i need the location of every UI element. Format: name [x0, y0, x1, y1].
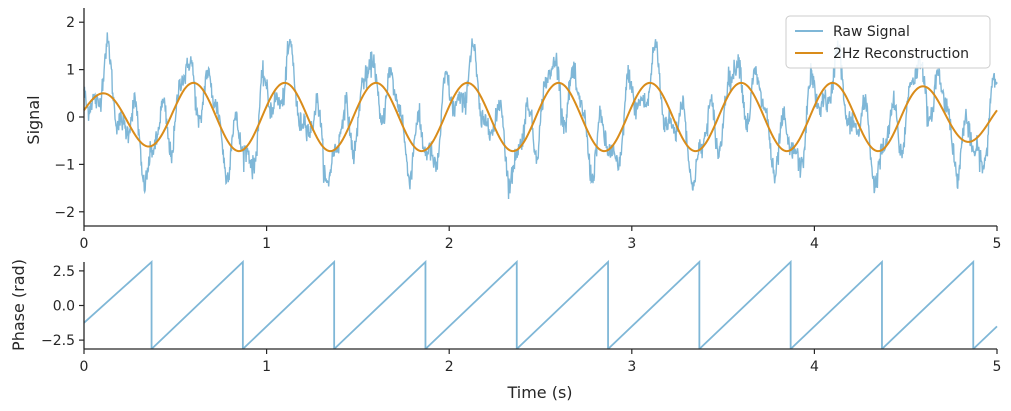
phase-panel: 0 1 2 3 4 5 −2.5 0.0 2.5 Phase (rad) Time (s): [9, 259, 1001, 402]
signal-y-tick-label-0: −2: [54, 205, 75, 221]
phase-series-group: [83, 259, 998, 350]
signal-y-tick-label-4: 2: [66, 15, 75, 31]
signal-series-group: [83, 32, 998, 200]
legend-label-raw-signal: Raw Signal: [833, 24, 910, 40]
phase-x-tick-label-5: 5: [993, 359, 1002, 375]
signal-y-tick-label-2: 0: [66, 110, 75, 126]
legend-label-reconstruction: 2Hz Reconstruction: [833, 46, 969, 62]
phase-y-tick-label-0: −2.5: [41, 333, 75, 349]
signal-x-tick-label-4: 4: [810, 236, 819, 252]
phase-y-axis-label: Phase (rad): [9, 259, 28, 351]
phase-x-tick-label-0: 0: [80, 359, 89, 375]
phase-x-tick-label-3: 3: [627, 359, 636, 375]
phase-line: [83, 259, 998, 350]
signal-x-tick-label-5: 5: [993, 236, 1002, 252]
phase-x-tick-label-1: 1: [262, 359, 271, 375]
phase-x-tick-label-2: 2: [445, 359, 454, 375]
signal-y-axis-label: Signal: [24, 95, 43, 144]
signal-x-tick-label-0: 0: [80, 236, 89, 252]
legend: Raw Signal 2Hz Reconstruction: [785, 15, 991, 69]
signal-x-tick-label-2: 2: [445, 236, 454, 252]
reconstruction-line: [83, 81, 998, 153]
phase-ticks: 0 1 2 3 4 5 −2.5 0.0 2.5: [41, 264, 1001, 375]
phase-x-axis-label: Time (s): [506, 383, 572, 402]
legend-box: [785, 15, 991, 69]
phase-y-tick-label-1: 0.0: [53, 299, 75, 315]
raw-signal-line: [83, 32, 998, 200]
signal-y-tick-label-3: 1: [66, 63, 75, 79]
signal-x-tick-label-3: 3: [627, 236, 636, 252]
signal-x-tick-label-1: 1: [262, 236, 271, 252]
phase-x-tick-label-4: 4: [810, 359, 819, 375]
signal-y-tick-label-1: −1: [54, 157, 75, 173]
signal-panel: 0 1 2 3 4 5 −2 −1 0 1 2 Signal Raw Signal 2Hz Reco…: [24, 8, 1001, 252]
signal-ticks: 0 1 2 3 4 5 −2 −1 0 1 2: [54, 15, 1001, 252]
phase-y-tick-label-2: 2.5: [53, 264, 75, 280]
